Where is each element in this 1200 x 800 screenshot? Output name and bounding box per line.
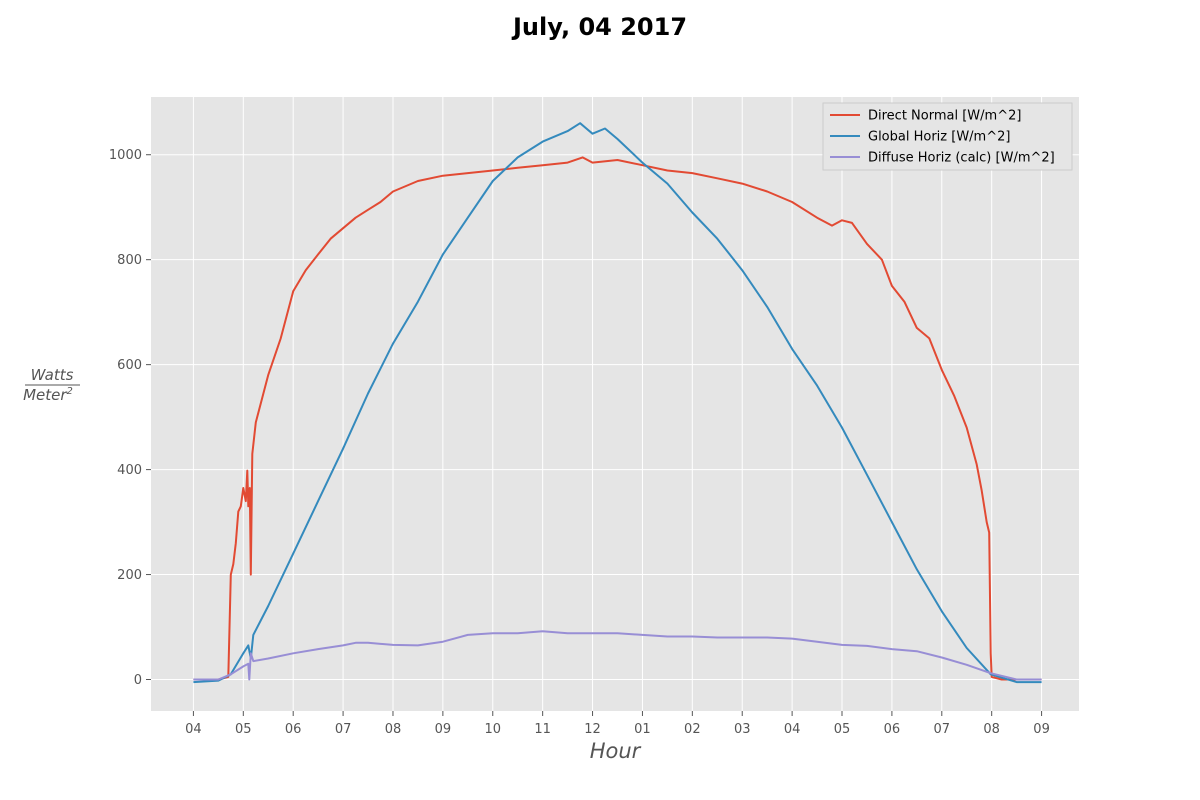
series-line: [193, 156, 1042, 681]
legend-entry-label: Direct Normal [W/m^2]: [868, 109, 1021, 124]
y-tick-label: 600: [117, 358, 142, 373]
x-tick-label: 08: [983, 722, 1000, 737]
legend-entry-label: Global Horiz [W/m^2]: [868, 130, 1010, 145]
y-tick-label: 200: [117, 568, 142, 583]
x-tick-label: 09: [1033, 722, 1050, 737]
y-tick-label: 0: [134, 673, 142, 688]
y-tick-label: 800: [117, 253, 142, 268]
x-tick-label: 12: [584, 722, 601, 737]
y-axis-label-numerator: Watts: [31, 366, 74, 384]
chart-title: July, 04 2017: [511, 13, 687, 41]
x-tick-label: 02: [684, 722, 701, 737]
series-lines: [193, 122, 1042, 684]
x-axis-label: Hour: [590, 739, 642, 763]
x-tick-label: 04: [784, 722, 801, 737]
x-tick-label: 06: [884, 722, 901, 737]
x-tick-label: 04: [185, 722, 202, 737]
y-tick-label: 1000: [109, 148, 142, 163]
x-tick-label: 11: [534, 722, 551, 737]
y-axis-ticks: 0 200 400 600 800 1000: [109, 148, 151, 688]
series-line: [193, 122, 1042, 684]
x-tick-label: 08: [385, 722, 402, 737]
x-tick-label: 01: [634, 722, 651, 737]
grid-lines: [151, 97, 1079, 711]
x-tick-label: 05: [235, 722, 252, 737]
x-tick-label: 05: [834, 722, 851, 737]
y-axis-label-denominator-group: Meter2: [23, 386, 73, 404]
legend: Direct Normal [W/m^2] Global Horiz [W/m^2…: [822, 102, 1073, 171]
y-axis-label: Watts Meter2: [23, 366, 80, 404]
y-axis-label-exponent: 2: [67, 386, 73, 397]
y-axis-label-denominator: Meter: [23, 386, 67, 404]
x-tick-label: 07: [934, 722, 951, 737]
x-axis-ticks: 04 05 06 07 08 09 10 11 12 01 02 03 04 05 06 07 08 09: [185, 711, 1050, 737]
x-tick-label: 10: [484, 722, 501, 737]
x-tick-label: 06: [285, 722, 302, 737]
x-tick-label: 03: [734, 722, 751, 737]
series-line: [193, 630, 1042, 681]
plot-area: [151, 97, 1079, 711]
x-tick-label: 07: [335, 722, 352, 737]
legend-box: [822, 102, 1073, 171]
y-tick-label: 400: [117, 463, 142, 478]
legend-entry-label: Diffuse Horiz (calc) [W/m^2]: [868, 151, 1055, 166]
x-tick-label: 09: [435, 722, 452, 737]
